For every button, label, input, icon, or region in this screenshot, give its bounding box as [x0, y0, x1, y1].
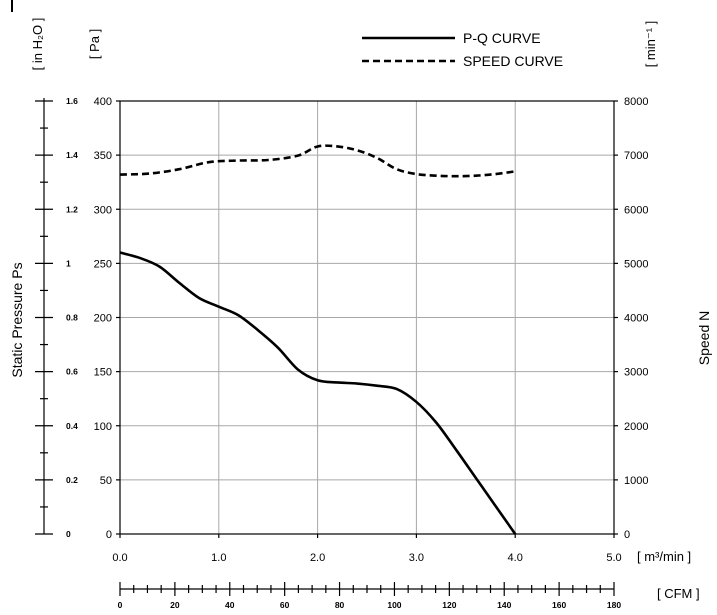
speed-curve-point — [317, 146, 318, 147]
in-h2o-tick-label: 0 — [66, 529, 71, 539]
left-outer-unit: [ in H₂O ] — [30, 18, 45, 71]
pq-curve-point — [396, 388, 397, 389]
cfm-tick-label: 60 — [280, 600, 290, 610]
pq-curve-point — [357, 383, 358, 384]
speed-curve-point — [416, 174, 417, 175]
speed-curve-point — [376, 157, 377, 158]
speed-curve-point — [297, 155, 298, 156]
cfm-tick-label: 120 — [442, 600, 456, 610]
flow-tick-label: 1.0 — [211, 552, 226, 564]
left-axis-title: Static Pressure Ps — [9, 262, 25, 377]
in-h2o-tick-label: 0.6 — [66, 367, 78, 377]
speed-curve-point — [455, 176, 456, 177]
in-h2o-tick-label: 1 — [66, 258, 71, 268]
legend-label-pq: P-Q CURVE — [463, 30, 541, 46]
speed-curve-point — [268, 160, 269, 161]
speed-curve-point — [337, 146, 338, 147]
speed-curve-point — [475, 175, 476, 176]
flow-tick-label: 0.0 — [112, 552, 127, 564]
pa-tick-label: 0 — [106, 529, 112, 541]
legend: P-Q CURVE SPEED CURVE — [362, 30, 563, 69]
speed-curve-point — [120, 174, 121, 175]
flow-tick-label: 5.0 — [606, 552, 621, 564]
cfm-tick-label: 80 — [335, 600, 345, 610]
pa-tick-label: 350 — [94, 150, 112, 162]
pq-curve-point — [495, 505, 496, 506]
cfm-tick-label: 100 — [387, 600, 401, 610]
pq-curve-point — [317, 380, 318, 381]
speed-curve-point — [396, 169, 397, 170]
left-inner-unit: [ Pa ] — [87, 29, 102, 59]
pq-curve-point — [139, 257, 140, 258]
speed-tick-label: 7000 — [624, 150, 648, 162]
right-unit: [ min⁻¹ ] — [643, 21, 658, 68]
speed-curve-point — [149, 173, 150, 174]
pa-tick-label: 50 — [100, 475, 112, 487]
axes: 0501001502002503003504000100020003000400… — [35, 96, 648, 610]
in-h2o-tick-label: 1.6 — [66, 96, 78, 106]
pq-curve-point — [218, 306, 219, 307]
cfm-tick-label: 20 — [170, 600, 180, 610]
speed-tick-label: 0 — [624, 529, 630, 541]
pq-curve-point — [475, 477, 476, 478]
pq-curve-point — [416, 401, 417, 402]
pq-curve-point — [376, 385, 377, 386]
pq-curve-point — [120, 252, 121, 253]
speed-tick-label: 4000 — [624, 313, 648, 325]
pq-curve-point — [238, 315, 239, 316]
grid — [119, 100, 615, 535]
cfm-tick-label: 0 — [118, 600, 123, 610]
speed-curve-point — [357, 150, 358, 151]
in-h2o-tick-label: 0.2 — [66, 475, 78, 485]
speed-tick-label: 1000 — [624, 475, 648, 487]
flow-tick-label: 3.0 — [409, 552, 424, 564]
pq-curve-point — [258, 330, 259, 331]
legend-label-speed: SPEED CURVE — [463, 53, 563, 69]
cfm-tick-label: 40 — [225, 600, 235, 610]
speed-curve-point — [238, 160, 239, 161]
series — [119, 144, 517, 535]
in-h2o-tick-label: 1.2 — [66, 204, 78, 214]
pq-curve-point — [436, 422, 437, 423]
bottom-unit: [ m³/min ] — [637, 549, 691, 564]
pa-tick-label: 400 — [94, 96, 112, 108]
cfm-tick-label: 180 — [607, 600, 621, 610]
flow-tick-label: 2.0 — [310, 552, 325, 564]
right-axis-title: Speed N — [696, 311, 712, 365]
pq-curve-point — [337, 382, 338, 383]
speed-curve-point — [436, 175, 437, 176]
speed-curve-point — [208, 162, 209, 163]
pq-curve-point — [455, 449, 456, 450]
pq-curve-point — [159, 266, 160, 267]
pa-tick-label: 150 — [94, 367, 112, 379]
speed-curve-point — [515, 171, 516, 172]
pq-curve-line — [119, 251, 517, 535]
speed-tick-label: 5000 — [624, 258, 648, 270]
speed-tick-label: 2000 — [624, 421, 648, 433]
cfm-tick-label: 160 — [552, 600, 566, 610]
in-h2o-tick-label: 1.4 — [66, 150, 78, 160]
flow-tick-label: 4.0 — [508, 552, 523, 564]
pq-curve-point — [199, 298, 200, 299]
pa-tick-label: 250 — [94, 258, 112, 270]
cfm-tick-label: 140 — [497, 600, 511, 610]
cfm-unit: [ CFM ] — [657, 586, 700, 601]
in-h2o-tick-label: 0.4 — [66, 421, 78, 431]
pa-tick-label: 100 — [94, 421, 112, 433]
pq-curve-point — [297, 369, 298, 370]
in-h2o-tick-label: 0.8 — [66, 313, 78, 323]
speed-curve-point — [495, 174, 496, 175]
pq-curve-point — [515, 534, 516, 535]
speed-tick-label: 8000 — [624, 96, 648, 108]
speed-tick-label: 6000 — [624, 204, 648, 216]
pq-curve-point — [278, 347, 279, 348]
speed-curve-line — [119, 144, 516, 178]
pa-tick-label: 200 — [94, 313, 112, 325]
speed-curve-point — [179, 169, 180, 170]
pa-tick-label: 300 — [94, 204, 112, 216]
pq-curve-point — [179, 282, 180, 283]
speed-tick-label: 3000 — [624, 367, 648, 379]
